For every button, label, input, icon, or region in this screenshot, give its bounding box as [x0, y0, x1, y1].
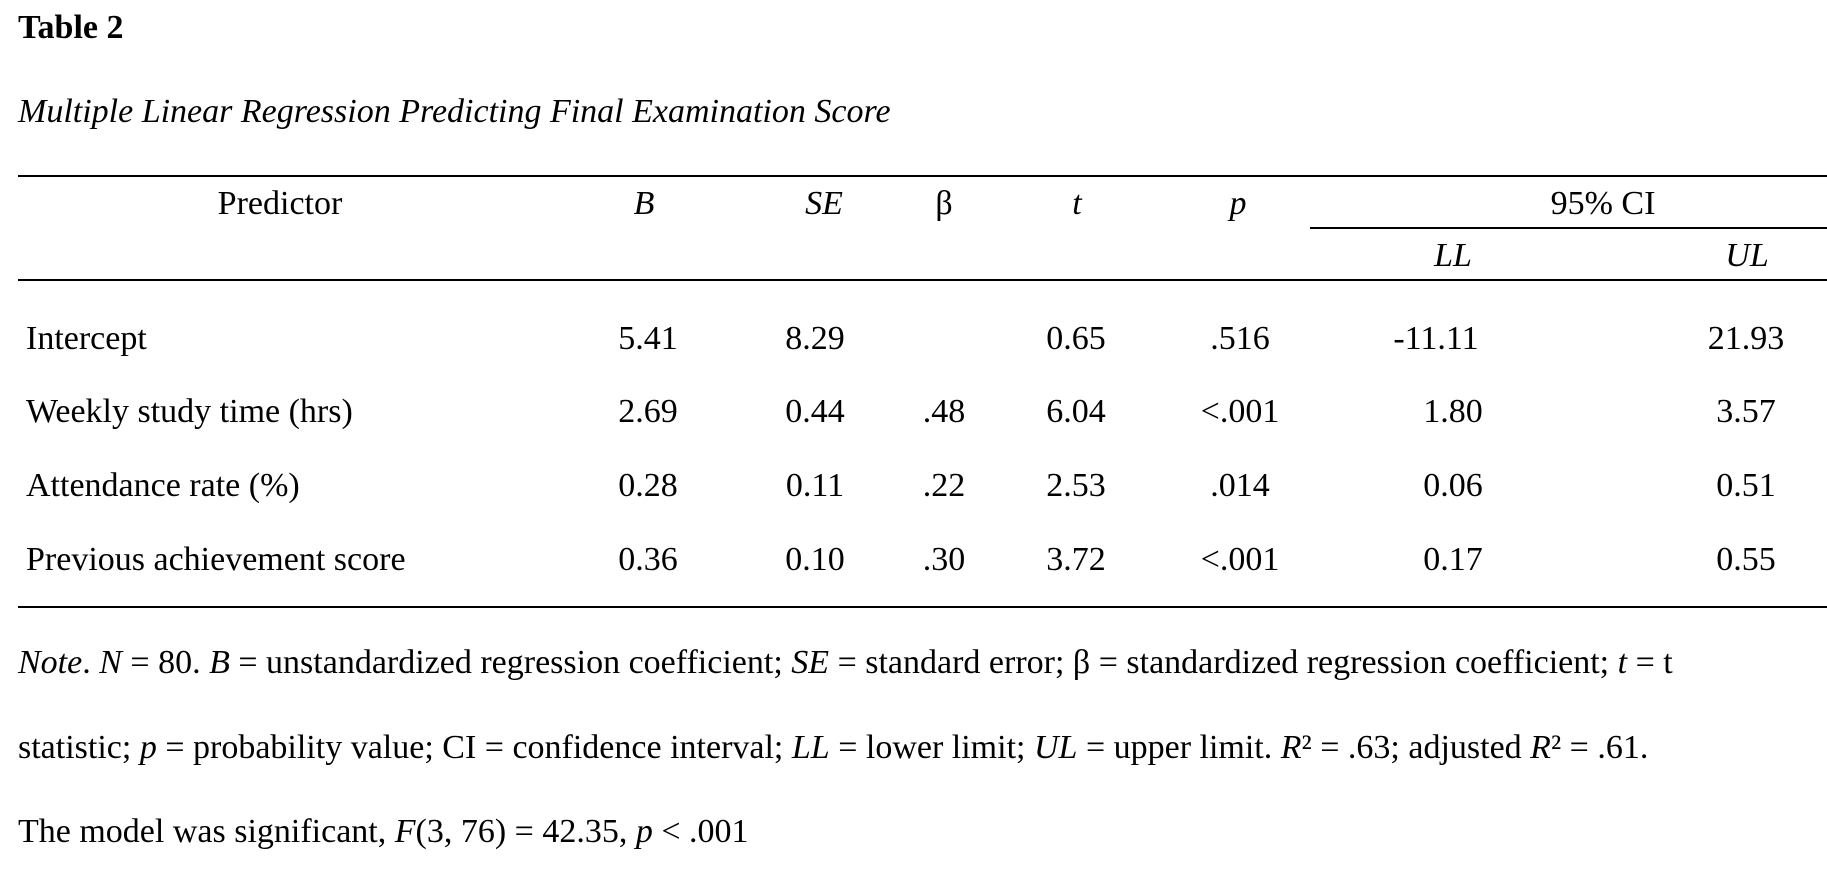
note-text: (3, 76) = 42.35, [415, 813, 636, 850]
header-beta: β [935, 185, 953, 222]
row-ll: 0.17 [1423, 541, 1483, 578]
row-t: 3.72 [1046, 541, 1106, 578]
note-label: Note [18, 644, 83, 681]
row-p: .014 [1210, 467, 1270, 504]
row-beta: .30 [922, 541, 966, 578]
note-symbol: R [1530, 729, 1551, 766]
header-rule [18, 279, 1827, 281]
note-text: = unstandardized regression coefficient; [229, 644, 792, 681]
header-ci: 95% CI [1550, 185, 1656, 222]
note-text: = lower limit; [829, 729, 1034, 766]
row-predictor: Previous achievement score [26, 541, 406, 578]
row-p: <.001 [1200, 541, 1280, 578]
note-symbol: t [1617, 644, 1628, 681]
note-symbol: B [209, 644, 230, 681]
row-b: 2.69 [618, 393, 678, 430]
row-se: 0.10 [785, 541, 845, 578]
row-se: 0.44 [785, 393, 845, 430]
note-text: The model was significant, [18, 813, 395, 850]
row-b: 0.36 [618, 541, 678, 578]
note-text: = probability value; CI = confidence int… [156, 729, 792, 766]
row-ul: 3.57 [1716, 393, 1776, 430]
row-ul: 0.51 [1716, 467, 1776, 504]
row-b: 0.28 [618, 467, 678, 504]
row-ll: 1.80 [1423, 393, 1483, 430]
row-p: <.001 [1200, 393, 1280, 430]
row-ll: 0.06 [1423, 467, 1483, 504]
header-b: B [633, 185, 655, 222]
table-note-line-1: Note. N = 80. B = unstandardized regress… [18, 643, 1673, 683]
row-beta: .48 [922, 393, 966, 430]
header-t: t [1072, 185, 1082, 222]
note-text: statistic; [18, 729, 140, 766]
row-se: 8.29 [785, 320, 845, 357]
note-text: = 80. [121, 644, 210, 681]
note-text: ² = .63; adjusted [1301, 729, 1531, 766]
top-rule [18, 175, 1827, 177]
header-ul: UL [1725, 237, 1769, 274]
note-symbol: LL [791, 729, 830, 766]
table-title: Multiple Linear Regression Predicting Fi… [18, 93, 891, 130]
note-symbol: UL [1033, 729, 1078, 766]
row-ul: 21.93 [1707, 320, 1785, 357]
row-se: 0.11 [785, 467, 845, 504]
note-symbol: SE [791, 644, 830, 681]
table-note-line-2: statistic; p = probability value; CI = c… [18, 728, 1648, 768]
row-predictor: Weekly study time (hrs) [26, 393, 353, 430]
note-text: . [82, 644, 100, 681]
header-se: SE [805, 185, 843, 222]
header-p: p [1229, 185, 1247, 222]
note-text: = standard error; β = standardized regre… [829, 644, 1618, 681]
note-text: = t [1627, 644, 1673, 681]
note-symbol: R [1280, 729, 1302, 766]
header-ll: LL [1434, 237, 1472, 274]
note-symbol: p [139, 729, 157, 766]
note-symbol: N [99, 644, 122, 681]
row-predictor: Attendance rate (%) [26, 467, 300, 504]
row-ul: 0.55 [1716, 541, 1776, 578]
table-note-line-3: The model was significant, F(3, 76) = 42… [18, 812, 749, 852]
row-beta: .22 [922, 467, 966, 504]
bottom-rule [18, 606, 1827, 608]
row-t: 2.53 [1046, 467, 1106, 504]
ci-rule [1310, 227, 1827, 229]
note-text: ² = .61. [1550, 729, 1649, 766]
table-label: Table 2 [18, 9, 124, 46]
note-symbol: p [635, 813, 653, 850]
note-text: < .001 [652, 813, 749, 850]
row-ll: -11.11 [1393, 320, 1479, 357]
row-t: 0.65 [1046, 320, 1106, 357]
row-p: .516 [1210, 320, 1270, 357]
row-b: 5.41 [618, 320, 678, 357]
note-symbol: F [394, 813, 416, 850]
row-t: 6.04 [1046, 393, 1106, 430]
header-predictor: Predictor [217, 185, 343, 222]
note-text: = upper limit. [1077, 729, 1281, 766]
row-predictor: Intercept [26, 320, 147, 357]
